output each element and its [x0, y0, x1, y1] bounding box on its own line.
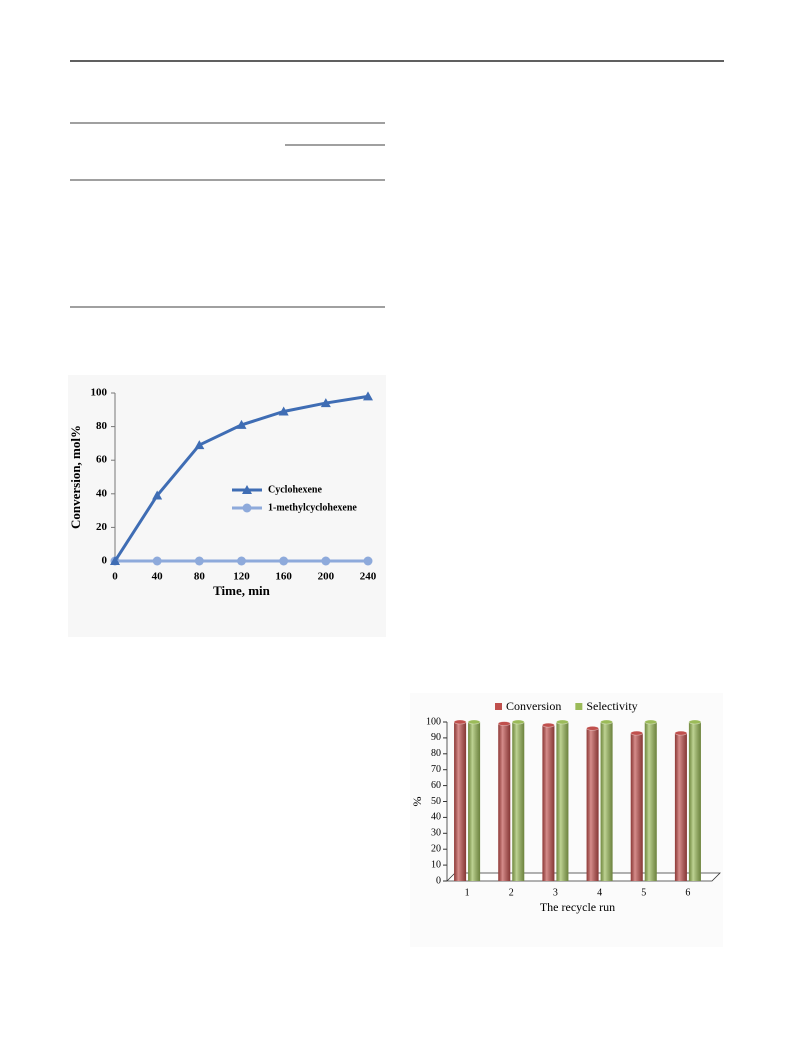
x-tick-label: 0 — [112, 571, 118, 583]
bar-shade — [556, 722, 569, 881]
marker — [194, 556, 204, 566]
y-tick-label: 40 — [431, 812, 441, 823]
bar-shade — [498, 723, 511, 881]
y-axis-label: Conversion, mol% — [68, 425, 83, 529]
y-tick-label: 0 — [102, 555, 108, 567]
y-tick-label: 100 — [426, 716, 441, 727]
bar-shade — [512, 722, 525, 881]
x-tick-label: 3 — [553, 887, 558, 898]
x-tick-label: 120 — [233, 571, 250, 583]
bar-cap — [674, 730, 688, 736]
bar-shade — [586, 728, 599, 881]
bar — [674, 730, 688, 881]
y-tick-label: 20 — [431, 843, 441, 854]
bar-cap — [630, 730, 644, 736]
y-tick-label: 30 — [431, 828, 441, 839]
bar-shade — [600, 722, 613, 881]
bar-cap — [453, 719, 467, 725]
y-tick-label: 20 — [96, 521, 108, 533]
x-axis-label: Time, min — [213, 583, 271, 598]
bar-shade — [630, 733, 643, 881]
bar — [453, 719, 467, 881]
legend-label: Conversion — [506, 699, 561, 713]
y-tick-label: 0 — [436, 875, 441, 886]
x-tick-label: 5 — [641, 887, 646, 898]
legend-marker — [242, 485, 252, 494]
x-axis-label: The recycle run — [540, 900, 615, 914]
legend-label: 1-methylcyclohexene — [268, 502, 357, 513]
x-tick-label: 200 — [318, 571, 335, 583]
marker — [194, 440, 205, 450]
bar-shade — [674, 733, 687, 881]
x-tick-label: 4 — [597, 887, 602, 898]
y-tick-label: 60 — [96, 454, 108, 466]
bar-cap — [644, 719, 658, 725]
bar-cap — [556, 719, 569, 725]
y-axis-label: % — [410, 797, 424, 807]
bar-cap — [688, 719, 702, 725]
marker — [278, 406, 289, 416]
bar-shade — [468, 722, 481, 881]
marker — [110, 556, 120, 565]
bar-cap — [467, 719, 481, 725]
marker — [236, 419, 247, 429]
bar-shade — [542, 725, 555, 881]
legend-label: Selectivity — [586, 699, 637, 713]
bar — [511, 719, 525, 881]
legend-marker — [242, 503, 252, 513]
bar-cap — [542, 722, 555, 728]
legend-swatch — [575, 703, 583, 710]
marker — [363, 556, 373, 566]
y-tick-label: 60 — [431, 780, 441, 791]
bar — [600, 719, 613, 881]
y-tick-label: 80 — [431, 748, 441, 759]
marker — [152, 556, 162, 566]
bar-cap — [586, 726, 599, 731]
bar-cap — [600, 719, 613, 725]
y-tick-label: 50 — [431, 796, 441, 807]
marker — [237, 556, 246, 566]
figure-background — [68, 375, 386, 637]
bar — [644, 719, 658, 881]
marker — [321, 556, 331, 566]
x-tick-label: 160 — [275, 571, 292, 583]
x-tick-label: 40 — [152, 571, 164, 583]
legend-label: Cyclohexene — [268, 484, 322, 495]
y-tick-label: 90 — [431, 732, 441, 743]
bar — [586, 726, 599, 881]
bar-shade — [644, 722, 657, 881]
bar — [688, 719, 702, 881]
bar — [542, 722, 555, 881]
y-tick-label: 70 — [431, 764, 441, 775]
bar-cap — [511, 719, 525, 725]
bar-shade — [454, 722, 467, 881]
marker — [320, 398, 331, 408]
legend-swatch — [495, 703, 502, 710]
marker — [279, 556, 289, 566]
y-tick-label: 10 — [431, 859, 441, 870]
x-tick-label: 6 — [685, 887, 690, 898]
x-tick-label: 2 — [509, 887, 514, 898]
bar — [630, 730, 644, 881]
bar-shade — [688, 722, 701, 881]
x-tick-label: 240 — [360, 571, 377, 583]
x-tick-label: 1 — [465, 887, 470, 898]
marker — [152, 490, 163, 500]
y-tick-label: 100 — [91, 387, 108, 399]
bar — [467, 719, 481, 881]
y-tick-label: 40 — [96, 487, 108, 499]
bar — [556, 719, 569, 881]
bar — [497, 721, 511, 881]
bar-cap — [497, 721, 511, 726]
y-tick-label: 80 — [96, 420, 108, 432]
marker — [363, 391, 373, 401]
x-tick-label: 80 — [194, 571, 206, 583]
